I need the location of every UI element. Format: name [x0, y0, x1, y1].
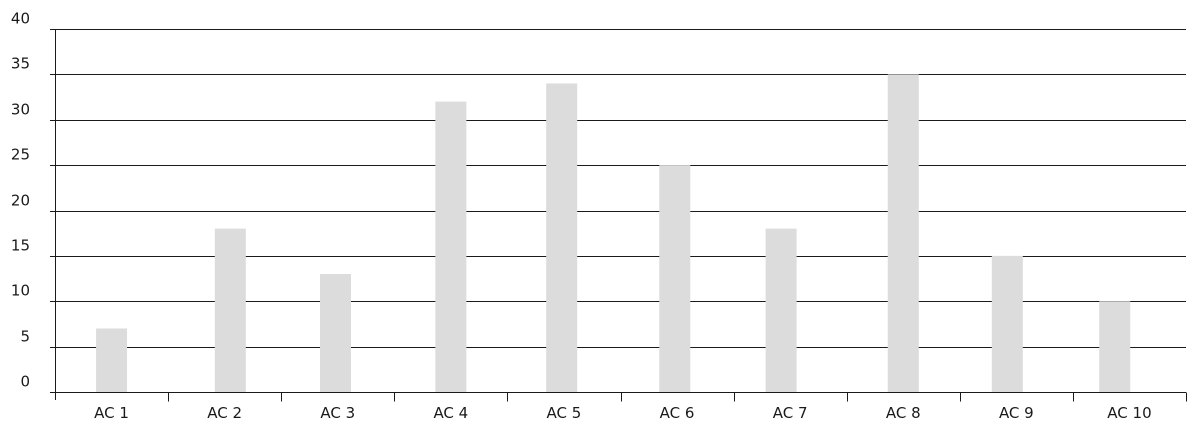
bar — [887, 74, 919, 392]
y-tick-label: 20 — [11, 192, 30, 210]
y-tick-label: 30 — [11, 101, 30, 119]
bar — [546, 83, 578, 392]
y-tick-label: 5 — [20, 328, 30, 346]
bar — [319, 274, 351, 392]
x-tick-label: AC 1 — [94, 404, 129, 422]
y-tick-label: 25 — [11, 146, 30, 164]
x-tick-label: AC 9 — [999, 404, 1034, 422]
x-tick-label: AC 8 — [886, 404, 921, 422]
bars — [96, 74, 1131, 392]
bar — [1099, 301, 1131, 392]
x-tick-label: AC 10 — [1107, 404, 1151, 422]
y-tick-label: 35 — [11, 55, 30, 73]
bar — [765, 228, 797, 392]
x-tick-labels: AC 1 AC 2 AC 3 AC 4 AC 5 AC 6 AC 7 AC 8 AC 9 AC 1… — [94, 404, 1151, 422]
bar — [435, 101, 467, 392]
axes — [50, 29, 1187, 402]
bar — [214, 228, 246, 392]
y-tick-label: 0 — [20, 373, 30, 391]
x-tick-label: AC 7 — [773, 404, 808, 422]
x-tick-label: AC 3 — [320, 404, 355, 422]
y-tick-label: 15 — [11, 237, 30, 255]
bar — [96, 328, 128, 392]
y-tick-label: 10 — [11, 282, 30, 300]
x-tick-label: AC 6 — [660, 404, 695, 422]
x-tick-label: AC 4 — [433, 404, 468, 422]
y-tick-labels: 0 5 10 15 20 25 30 35 40 — [11, 10, 30, 391]
x-tick-label: AC 2 — [207, 404, 242, 422]
y-tick-label: 40 — [11, 10, 30, 28]
bar — [991, 255, 1023, 392]
x-tick-label: AC 5 — [547, 404, 582, 422]
bar — [659, 165, 691, 392]
